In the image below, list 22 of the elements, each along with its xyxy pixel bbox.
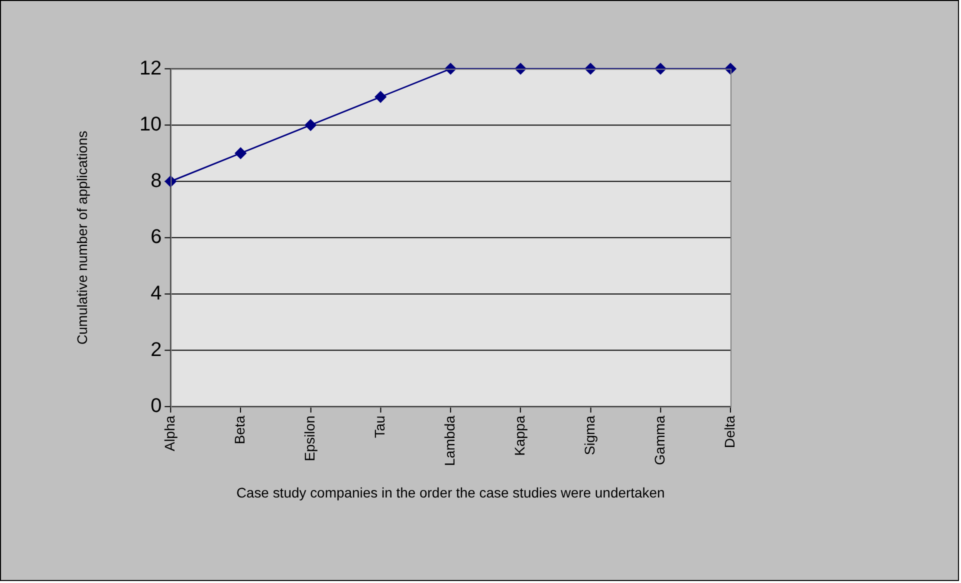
x-tick-label: Gamma (651, 415, 668, 466)
y-tick-label: 4 (150, 282, 162, 304)
y-tick-label: 12 (139, 57, 162, 80)
y-tick-label: 0 (150, 395, 162, 418)
y-tick-label: 6 (150, 226, 162, 248)
point (234, 147, 246, 159)
y-axis-title: Cumulative number of applications (74, 130, 90, 345)
point (304, 119, 316, 131)
y-tick-label: 10 (139, 114, 162, 136)
x-tick-label: Epsilon (301, 416, 318, 462)
y-tick-label: 2 (150, 338, 162, 361)
x-tick-label: Tau (371, 416, 388, 438)
x-tick-label: Alpha (161, 415, 178, 452)
x-tick-label: Lambda (441, 415, 458, 466)
x-tick-label: Beta (231, 415, 248, 444)
x-tick-label: Sigma (581, 415, 598, 456)
point (374, 91, 386, 103)
x-tick-label: Kappa (511, 415, 528, 456)
x-axis-title: Case study companies in the order the case studies were undertaken (236, 484, 665, 501)
point (164, 176, 176, 188)
y-tick-label: 8 (150, 170, 162, 192)
x-tick-label: Delta (721, 415, 738, 448)
